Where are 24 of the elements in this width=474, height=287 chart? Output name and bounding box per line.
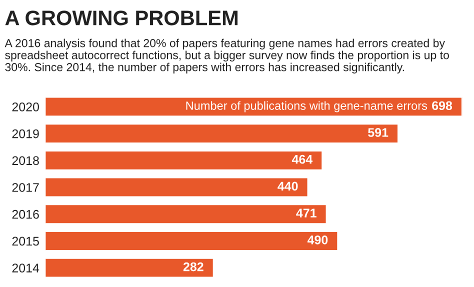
chart-title: A GROWING PROBLEM [5, 10, 238, 26]
chart-subtitle: A 2016 analysis found that 20% of papers featuring gene names had errors created by spreadsheet autocorrect functions, but a bigger survey now finds the proportion is up to 30%. Since 2014, the number of papers with errors has increased significantly. [4, 38, 449, 74]
data-label: 282 [183, 262, 204, 272]
y-tick-label: 2015 [12, 236, 39, 246]
bar [45, 204, 328, 224]
y-tick-label: 2016 [12, 210, 39, 219]
bar [45, 150, 324, 171]
bar [45, 230, 339, 252]
y-tick-label: 2018 [12, 156, 39, 166]
data-label: 490 [307, 235, 328, 244]
bar [45, 123, 399, 144]
bar [45, 176, 309, 198]
data-label: 440 [278, 182, 298, 191]
y-tick-label: 2017 [12, 183, 39, 192]
data-label: 591 [368, 128, 388, 137]
y-tick-label: 2020 [12, 102, 39, 112]
data-label: 471 [296, 208, 316, 218]
y-tick-label: 2014 [12, 264, 40, 272]
annotation: Number of publications with gene-name errors [186, 101, 428, 112]
y-tick-label: 2019 [12, 129, 39, 138]
bar [45, 257, 214, 278]
data-label: 464 [292, 154, 313, 164]
bar [45, 96, 462, 118]
data-label: 698 [432, 101, 452, 110]
